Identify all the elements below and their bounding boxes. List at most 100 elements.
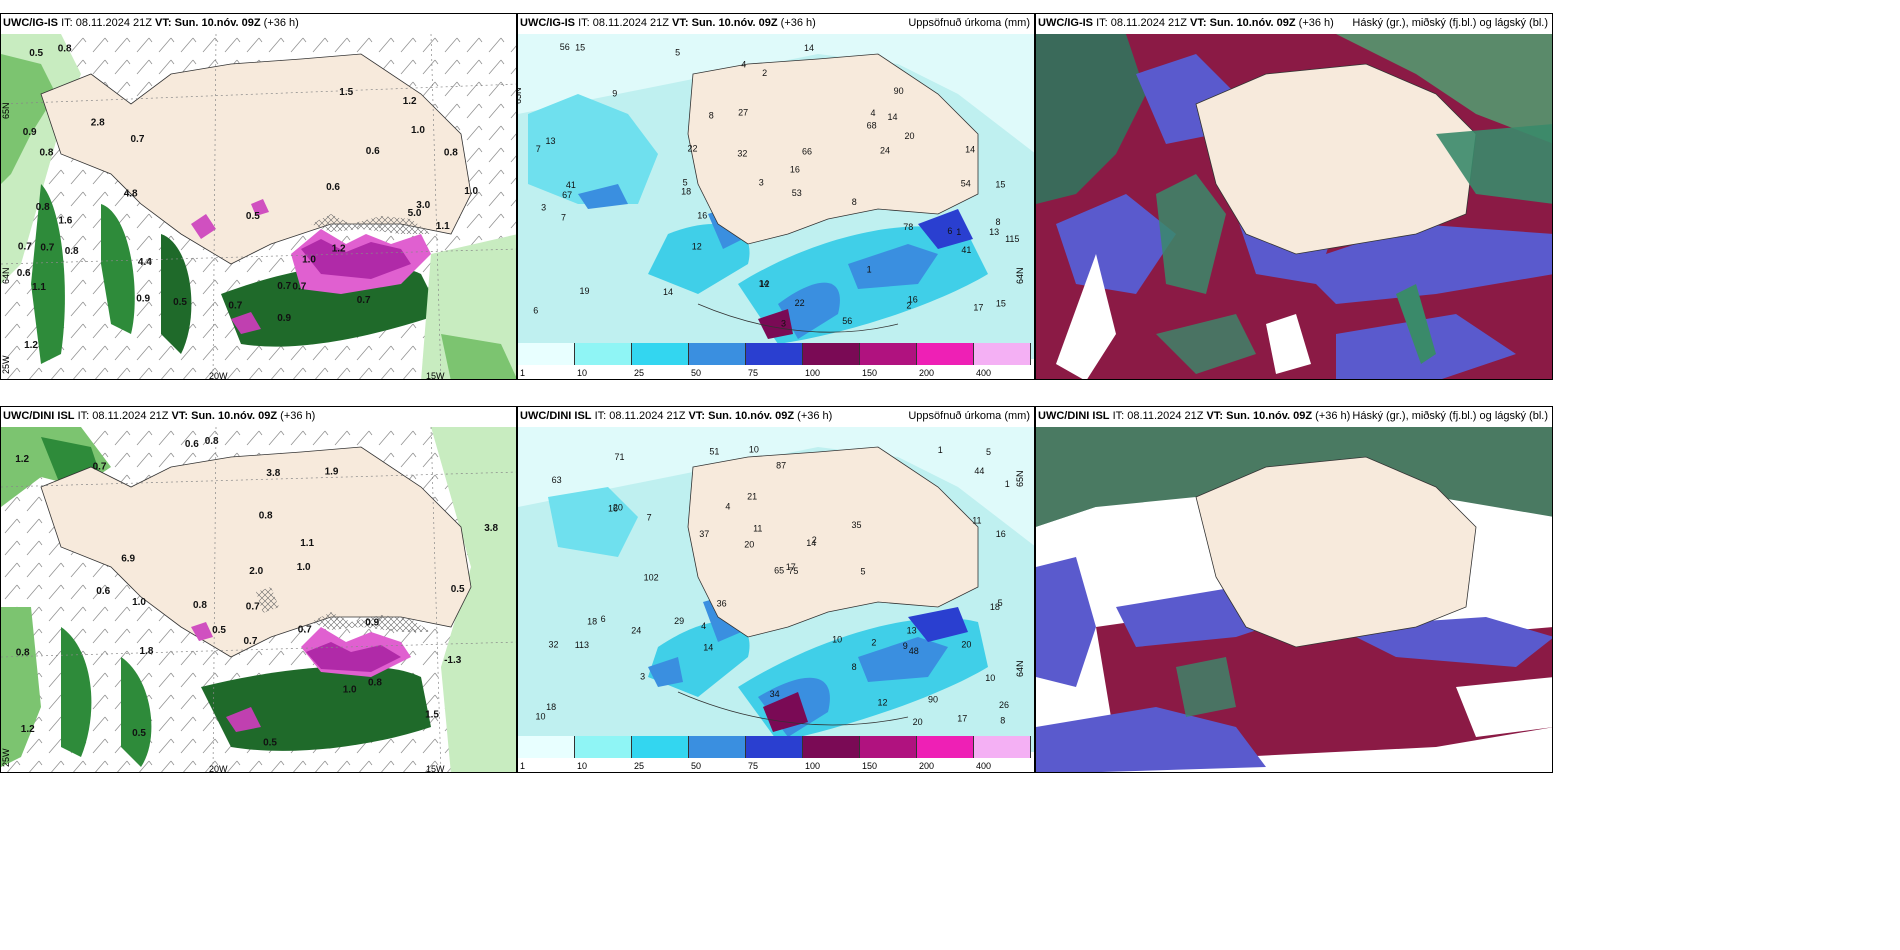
- value-label: 0.8: [259, 511, 273, 522]
- value-label: 1.0: [297, 562, 311, 573]
- value-label: 0.8: [40, 147, 54, 158]
- value-label: 16: [608, 504, 618, 514]
- value-label: 54: [961, 179, 971, 189]
- value-label: 1.2: [21, 724, 35, 735]
- value-label: 0.8: [65, 246, 79, 257]
- value-label: 16: [996, 529, 1006, 539]
- value-label: 9: [903, 641, 908, 651]
- value-label: 10: [985, 673, 995, 683]
- value-label: 1.6: [58, 215, 72, 226]
- colorbar-tick-label: 200: [919, 368, 935, 378]
- value-label: 113: [575, 640, 589, 650]
- value-label: 13: [989, 227, 999, 237]
- value-label: 51: [709, 446, 719, 456]
- precipitation-colorbar: 1 10 25 50 75 100 150 200 400: [518, 343, 1031, 378]
- colorbar-segment: [746, 343, 803, 365]
- value-label: 37: [699, 529, 709, 539]
- value-label: 2: [871, 638, 876, 648]
- value-label: 14: [806, 538, 816, 548]
- panel-title: UWC/IG-IS IT: 08.11.2024 21Z VT: Sun. 10…: [520, 17, 816, 29]
- value-label: 20: [905, 131, 915, 141]
- map-panel-dini-temperature: UWC/DINI ISL IT: 08.11.2024 21Z VT: Sun.…: [0, 406, 517, 773]
- value-label: 0.7: [244, 636, 258, 647]
- precipitation-colorbar: 1 10 25 50 75 100 150 200 400: [518, 736, 1031, 771]
- map-panel-ig-precipitation: UWC/IG-IS IT: 08.11.2024 21Z VT: Sun. 10…: [517, 13, 1035, 380]
- grid-label-20w: 20W: [209, 371, 228, 380]
- value-label: 1.1: [300, 538, 314, 549]
- value-label: 0.7: [246, 602, 260, 613]
- map-panel-ig-temperature: UWC/IG-IS IT: 08.11.2024 21Z VT: Sun. 10…: [0, 13, 517, 380]
- colorbar-segment: [974, 343, 1031, 365]
- value-label: 90: [928, 695, 938, 705]
- colorbar-tick-label: 10: [577, 761, 588, 771]
- value-label: 0.7: [277, 281, 291, 292]
- value-label: 14: [663, 287, 673, 297]
- value-label: 4.4: [138, 257, 152, 268]
- colorbar-tick-label: 1: [520, 761, 526, 771]
- panel-variable-label: Uppsöfnuð úrkoma (mm): [908, 17, 1030, 29]
- value-label: 0.7: [357, 295, 371, 306]
- colorbar-segment: [575, 343, 632, 365]
- value-label: 14: [759, 279, 769, 289]
- value-label: 20: [913, 717, 923, 727]
- value-label: 26: [999, 700, 1009, 710]
- value-label: 0.5: [173, 297, 187, 308]
- panel-variable-label: Háský (gr.), miðský (fj.bl.) og lágský (…: [1352, 17, 1548, 29]
- value-label: 3: [541, 202, 546, 212]
- grid-label-64n: 64N: [1015, 267, 1025, 284]
- grid-label-65n: 65N: [1, 102, 11, 119]
- value-label: 16: [697, 211, 707, 221]
- grid-label-65n: 65N: [518, 87, 523, 104]
- value-label: 1.2: [15, 454, 29, 465]
- value-label: 0.5: [246, 211, 260, 222]
- value-label: 0.6: [326, 182, 340, 193]
- grid-label-64n: 64N: [1015, 660, 1025, 677]
- value-label: 41: [566, 180, 576, 190]
- value-label: 1.0: [132, 597, 146, 608]
- value-label: 0.7: [40, 243, 54, 254]
- value-label: 8: [852, 197, 857, 207]
- value-label: 4.8: [124, 188, 138, 199]
- value-label: 0.8: [205, 436, 219, 447]
- colorbar-segment: [689, 736, 746, 758]
- colorbar-tick-label: 100: [805, 368, 821, 378]
- value-label: 4: [741, 60, 746, 70]
- colorbar-segment: [518, 343, 575, 365]
- value-label: 27: [738, 108, 748, 118]
- value-label: 2: [906, 300, 911, 310]
- value-label: 18: [546, 702, 556, 712]
- precipitation-labels: 1514532112816645322128181314675656784120…: [533, 42, 1019, 329]
- value-label: 102: [644, 572, 659, 582]
- colorbar-tick-label: 50: [691, 368, 702, 378]
- value-label: 6.9: [121, 554, 135, 565]
- value-label: 19: [580, 286, 590, 296]
- value-label: 17: [786, 562, 796, 572]
- colorbar-segment: [518, 736, 575, 758]
- value-label: 1.0: [464, 186, 478, 197]
- value-label: 12: [760, 279, 770, 289]
- value-label: 68: [867, 121, 877, 131]
- value-label: 17: [973, 303, 983, 313]
- value-label: 2.0: [249, 566, 263, 577]
- value-label: 3: [759, 177, 764, 187]
- value-label: 7: [536, 144, 541, 154]
- value-label: 17: [957, 713, 967, 723]
- grid-label-65n: 65N: [1015, 470, 1025, 487]
- grid-label-15w: 15W: [426, 371, 445, 380]
- panel-title: UWC/IG-IS IT: 08.11.2024 21Z VT: Sun. 10…: [1038, 17, 1334, 29]
- value-label: 32: [549, 639, 559, 649]
- value-label: 7: [561, 213, 566, 223]
- temperature-wind-map: 25W 20W 15W 0.80.90.61.00.81.80.61.01.20…: [1, 427, 516, 772]
- value-label: 10: [832, 635, 842, 645]
- value-label: 0.8: [193, 600, 207, 611]
- value-label: 1.1: [32, 282, 46, 293]
- value-label: 11: [753, 524, 762, 534]
- value-label: 0.9: [277, 313, 291, 324]
- value-label: 20: [744, 540, 754, 550]
- value-label: 87: [776, 461, 786, 471]
- value-label: 0.8: [36, 202, 50, 213]
- value-label: 3: [781, 319, 786, 329]
- colorbar-segment: [632, 736, 689, 758]
- value-label: 8: [852, 662, 857, 672]
- value-label: 4: [701, 621, 706, 631]
